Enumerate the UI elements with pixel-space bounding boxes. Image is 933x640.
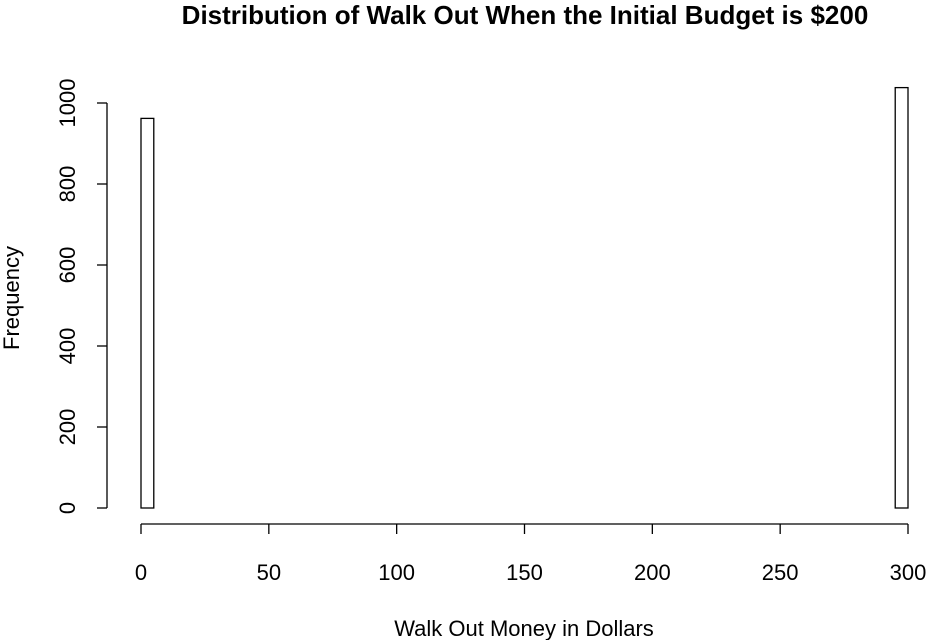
x-axis: 0 50 100 150 200 250 300 [135, 523, 927, 585]
x-tick-label-250: 250 [762, 560, 799, 585]
y-axis: 0 200 400 600 800 1000 [55, 79, 108, 514]
y-tick-label-200: 200 [55, 409, 80, 446]
x-tick-label-100: 100 [378, 560, 415, 585]
x-tick-label-150: 150 [506, 560, 543, 585]
x-tick-label-300: 300 [890, 560, 927, 585]
histogram-bars [140, 86, 909, 509]
x-axis-label: Walk Out Money in Dollars [394, 616, 654, 640]
y-tick-label-0: 0 [55, 502, 80, 514]
y-tick-label-1000: 1000 [55, 79, 80, 128]
chart-title: Distribution of Walk Out When the Initia… [182, 0, 869, 30]
histogram-bar-2 [894, 86, 909, 509]
x-tick-label-50: 50 [257, 560, 281, 585]
histogram-bar-0 [140, 117, 155, 509]
y-tick-label-800: 800 [55, 166, 80, 203]
x-tick-label-0: 0 [135, 560, 147, 585]
x-tick-label-200: 200 [634, 560, 671, 585]
y-tick-label-400: 400 [55, 328, 80, 365]
y-axis-label: Frequency [0, 246, 24, 350]
y-tick-label-600: 600 [55, 247, 80, 284]
